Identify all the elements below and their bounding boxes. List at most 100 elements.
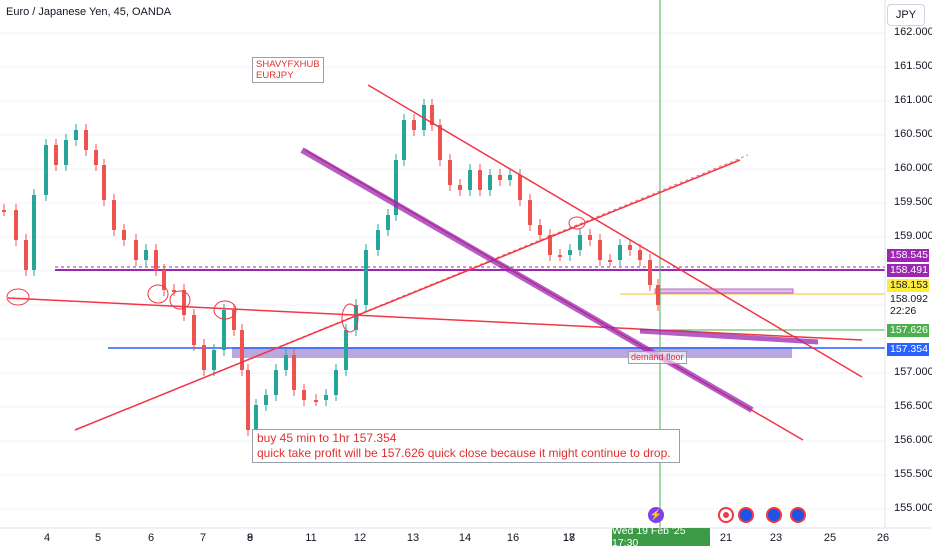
candle-body [376,230,380,250]
price-badge-purple-upper: 158.545 [887,249,929,262]
candle-body [558,255,562,257]
candle-body [182,290,186,315]
candle-body [334,370,338,395]
price-tick: 155.500 [894,468,932,480]
candle-body [162,270,166,290]
trade-note[interactable]: buy 45 min to 1hr 157.354 quick take pro… [252,429,680,463]
price-tick: 159.000 [894,230,932,242]
globe-event-icon[interactable] [738,507,754,523]
channel-line-purple[interactable] [300,147,754,413]
swing-marker-2 [147,284,169,304]
time-tick: 25 [823,532,837,544]
candle-body [24,240,28,270]
candle-body [2,210,6,212]
time-tick: 11 [305,532,317,544]
time-tick: 8 [246,532,254,544]
candle-body [122,230,126,240]
price-badge-blue: 157.354 [887,343,929,356]
price-badge-last: 158.092 [887,293,929,306]
candle-body [74,130,78,140]
signature-line: EURJPY [256,70,294,81]
time-tick: 6 [147,532,155,544]
candle-body [488,175,492,190]
currency-button[interactable]: JPY [887,4,925,26]
candle-body [154,250,158,270]
candle-body [324,395,328,400]
time-cursor-label: Wed 19 Feb '25 17:30 [612,525,710,549]
candle-body [548,235,552,255]
candle-body [518,175,522,200]
demand-floor-label[interactable]: demand floor [628,351,687,364]
globe-event-icon[interactable] [790,507,806,523]
candle-body [284,355,288,370]
price-tick: 160.500 [894,128,932,140]
price-badge-yellow: 158.153 [887,279,929,292]
time-tick: 7 [199,532,207,544]
candle-body [638,250,642,260]
candle-body [54,145,58,165]
candle-body [64,140,68,165]
globe-event-icon[interactable] [766,507,782,523]
candle-body [412,120,416,130]
time-tick: 4 [43,532,51,544]
price-tick: 156.500 [894,400,932,412]
trade-note-line: quick take profit will be 157.626 quick … [257,446,671,460]
flag-event-icon[interactable] [718,507,734,523]
time-tick: 9 [246,532,254,544]
candle-body [264,395,268,405]
swing-marker-6 [568,216,586,230]
lightning-event-icon[interactable]: ⚡ [648,507,664,523]
candle-body [648,260,652,285]
candle-body [394,160,398,215]
candle-body [618,245,622,260]
candle-body [274,370,278,395]
support-line-purple[interactable] [639,328,819,345]
candle-body [538,225,542,235]
candle-body [202,345,206,370]
candle-body [212,350,216,370]
candle-body [302,390,306,400]
swing-marker-4 [213,300,237,320]
candle-body [14,210,18,240]
candlestick-series [2,99,660,436]
time-tick: 18 [562,532,576,544]
supply-zone-rect[interactable] [654,288,794,294]
signature-note[interactable]: SHAVYFXHUB EURJPY [252,57,324,83]
trade-note-line: buy 45 min to 1hr 157.354 [257,431,397,445]
candle-body [578,235,582,250]
time-tick: 5 [94,532,102,544]
candle-body [344,330,348,370]
bar-countdown: 22:26 [887,305,929,318]
swing-marker-5 [341,303,359,333]
demand-zone-rect[interactable] [232,347,792,358]
trendline-flat[interactable] [7,297,863,341]
price-badge-purple: 158.491 [887,264,929,277]
time-tick: 14 [458,532,472,544]
candle-body [588,235,592,240]
candle-body [94,150,98,165]
candle-body [656,285,660,305]
time-tick: 26 [876,532,890,544]
trendline-falling-upper[interactable] [367,84,863,378]
candle-body [598,240,602,260]
price-badge-green: 157.626 [887,324,929,337]
time-tick: 23 [769,532,783,544]
candle-body [222,310,226,350]
candle-body [292,355,296,390]
candle-body [246,370,250,430]
candle-body [448,160,452,185]
price-tick: 157.000 [894,366,932,378]
candle-body [102,165,106,200]
candle-body [254,405,258,430]
candle-body [528,200,532,225]
price-tick: 162.000 [894,26,932,38]
candle-body [478,170,482,190]
candle-body [458,185,462,190]
time-tick: 16 [506,532,520,544]
time-tick: 17 [562,532,576,544]
time-tick: 21 [719,532,733,544]
candle-body [232,310,236,330]
candle-body [112,200,116,230]
chart-title: Euro / Japanese Yen, 45, OANDA [6,6,172,18]
